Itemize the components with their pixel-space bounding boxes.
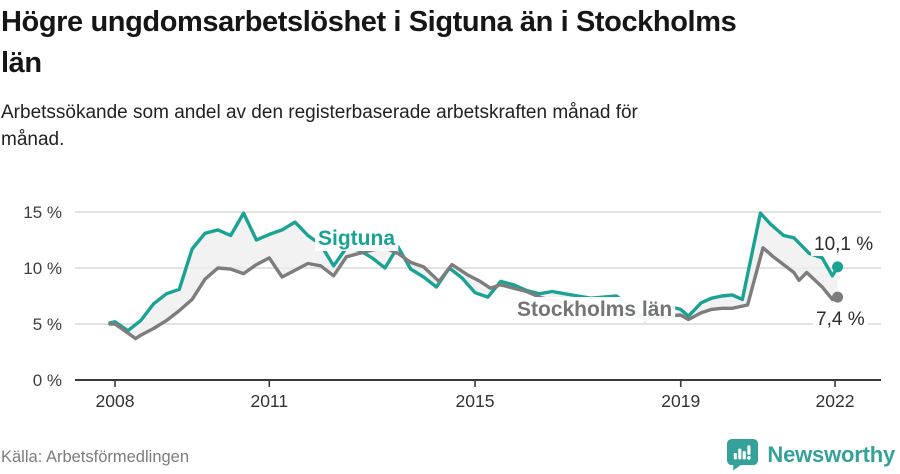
stockholms-lan-line: [108, 246, 840, 341]
stockholms-lan-label-backdrop: [514, 297, 676, 322]
sigtuna-line: [108, 211, 840, 333]
x-tick-label: 2022: [816, 391, 855, 411]
speech-bubble-shape: [727, 438, 759, 471]
y-tick-label: 10 %: [23, 259, 62, 278]
y-tick-label: 5 %: [33, 315, 62, 334]
x-tick-label: 2015: [456, 391, 495, 411]
y-tick-label: 0 %: [33, 371, 62, 390]
sigtuna-end-value-backdrop: [811, 233, 877, 256]
area-between-series: [109, 213, 838, 339]
newsworthy-wordmark: Newsworthy: [767, 441, 895, 467]
stockholms-lan-end-value-backdrop: [813, 308, 868, 331]
page-title: Högre ungdomsarbetslöshet i Sigtuna än i…: [1, 6, 737, 79]
bar-small: [734, 453, 738, 460]
sigtuna-label-backdrop: [315, 226, 399, 251]
sigtuna-series-label: Sigtuna: [318, 227, 395, 250]
sigtuna-end-dot: [832, 261, 844, 273]
newsworthy-bubble-chart-icon: [727, 438, 759, 471]
x-tick-label: 2008: [96, 391, 135, 411]
source-note: Källa: Arbetsförmedlingen: [1, 448, 190, 466]
stockholms-lan-series-label: Stockholms län: [517, 298, 672, 321]
x-tick-label: 2011: [250, 391, 288, 411]
bar-medium: [743, 451, 747, 460]
y-tick-label: 15 %: [23, 203, 62, 222]
newsworthy-logo: Newsworthy: [726, 438, 895, 471]
chart-subtitle: Arbetssökande som andel av den registerb…: [1, 102, 638, 150]
bar-tall: [738, 448, 742, 460]
x-tick-label: 2019: [661, 391, 700, 411]
stockholms-lan-end-value-label: 7,4 %: [816, 309, 865, 330]
stockholms-lan-end-dot: [832, 291, 844, 303]
sigtuna-end-value-label: 10,1 %: [814, 234, 873, 255]
exclamation-dot: [747, 456, 752, 460]
exclamation-stem: [747, 445, 751, 455]
